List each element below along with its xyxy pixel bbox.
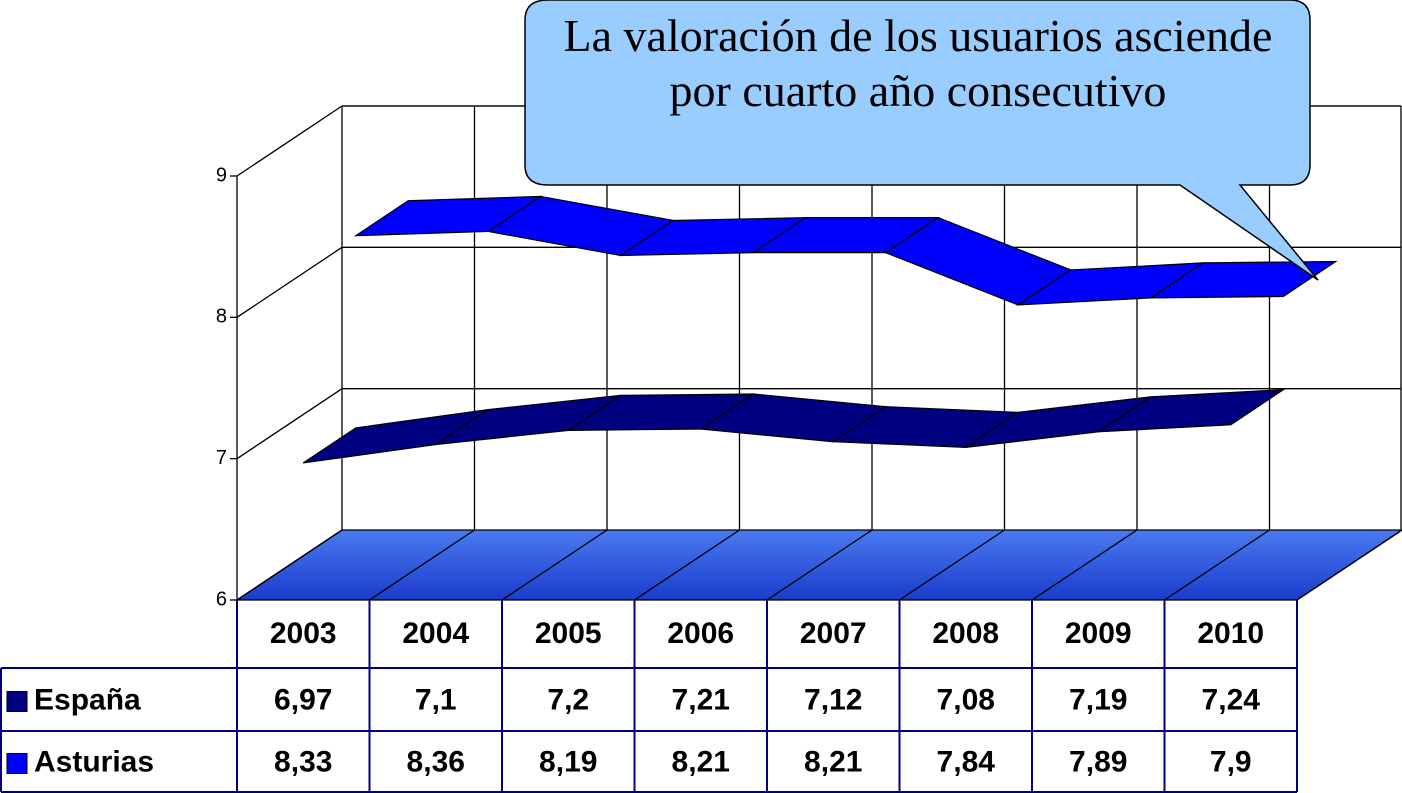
floor-divider xyxy=(766,529,873,601)
y-tick-label: 9 xyxy=(216,164,227,186)
table-header: 2006 xyxy=(667,617,734,650)
y-tick-label: 8 xyxy=(216,306,227,328)
floor-divider xyxy=(369,529,475,601)
table-value: 6,97 xyxy=(274,683,332,716)
table-value: 7,12 xyxy=(804,683,862,716)
table-header: 2003 xyxy=(270,617,337,650)
table-value: 8,19 xyxy=(539,745,597,778)
table-value: 7,24 xyxy=(1202,683,1261,716)
floor-divider xyxy=(501,529,608,601)
y-tick-label: 6 xyxy=(216,588,227,610)
series-ribbons xyxy=(302,195,1338,464)
grid-line xyxy=(236,388,343,460)
callout xyxy=(524,0,1319,281)
table-value: 8,33 xyxy=(274,745,332,778)
floor-divider xyxy=(899,529,1005,601)
table-value: 7,89 xyxy=(1069,745,1127,778)
table-header: 2008 xyxy=(932,617,999,650)
ribbon-segment xyxy=(1096,389,1286,433)
grid-line xyxy=(236,529,343,601)
legend-label: Asturias xyxy=(34,745,154,778)
table-value: 7,2 xyxy=(547,683,589,716)
table-value: 7,84 xyxy=(937,745,996,778)
table-value: 8,21 xyxy=(804,745,862,778)
y-tick-label: 7 xyxy=(216,447,227,469)
table-value: 7,21 xyxy=(672,683,730,716)
floor-divider xyxy=(1164,529,1270,601)
grid-line xyxy=(236,105,343,177)
floor-divider xyxy=(1296,529,1402,601)
table-value: 8,36 xyxy=(407,745,465,778)
data-table: 2003 2004 2005 2006 2007 2008 2009 2010 España 6,… xyxy=(0,600,1298,793)
legend-swatch xyxy=(6,691,28,712)
table-value: 7,19 xyxy=(1069,683,1127,716)
table-value: 7,1 xyxy=(415,683,457,716)
table-header: 2005 xyxy=(535,617,602,650)
grid-line xyxy=(236,246,343,318)
table-value: 7,9 xyxy=(1210,745,1252,778)
table-value: 8,21 xyxy=(672,745,730,778)
floor-divider xyxy=(1031,529,1138,601)
annotation: La valoración de los usuarios asciende p… xyxy=(563,10,1273,116)
table-value: 7,08 xyxy=(937,683,995,716)
table-header: 2007 xyxy=(800,617,867,650)
plot-walls: 6 7 8 9 xyxy=(216,105,1402,610)
ribbon-segment xyxy=(1148,260,1338,299)
floor-divider xyxy=(634,529,740,601)
table-header: 2004 xyxy=(402,617,469,650)
callout-bubble xyxy=(524,0,1319,281)
table-header: 2010 xyxy=(1197,617,1264,650)
legend-label: España xyxy=(34,683,141,716)
table-header: 2009 xyxy=(1065,617,1132,650)
legend-swatch xyxy=(6,753,28,774)
